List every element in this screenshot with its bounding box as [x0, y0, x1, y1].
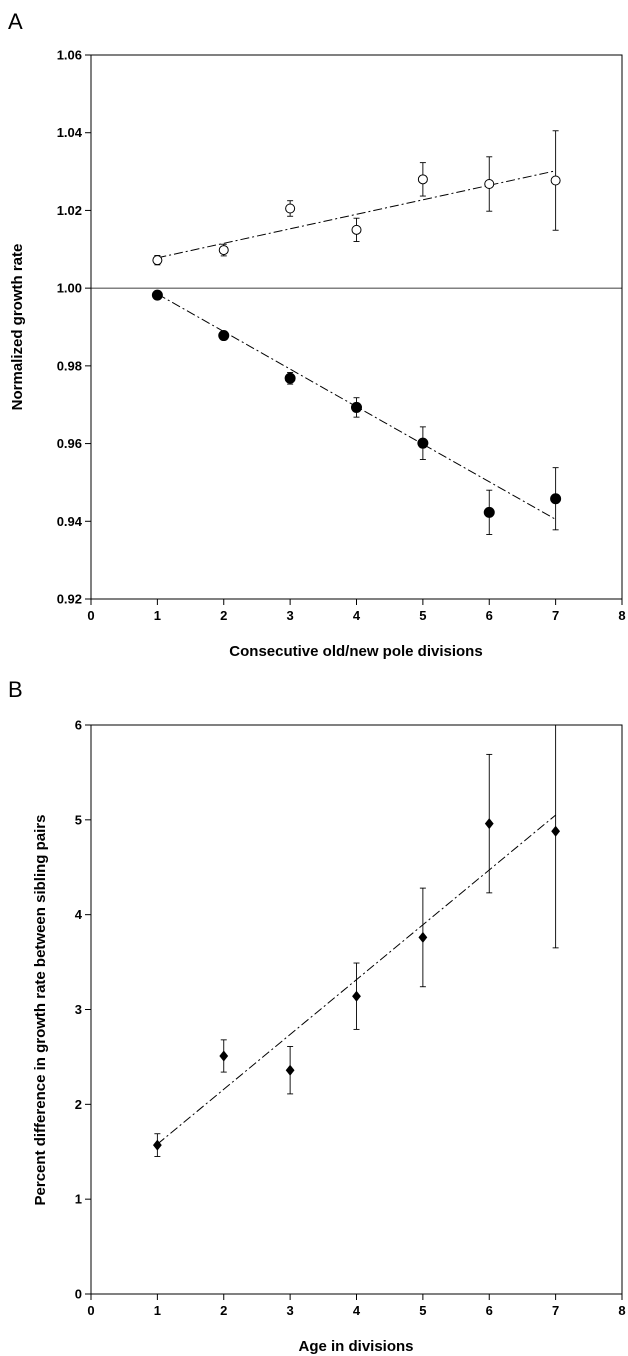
panel-b-y-tick-label: 4 — [75, 907, 83, 922]
panel-a-x-tick-label: 6 — [486, 608, 493, 623]
panel-a-x-tick-label: 0 — [87, 608, 94, 623]
panel-a-x-tick-label: 3 — [287, 608, 294, 623]
panel-a-point — [484, 156, 495, 212]
panel-b-point — [152, 1133, 162, 1157]
panel-b-y-ticks: 0 1 2 3 4 5 6 — [75, 718, 91, 1302]
panel-b-x-axis-label: Age in divisions — [298, 1338, 413, 1355]
panel-b-y-tick-label: 2 — [75, 1097, 82, 1112]
panel-b-point — [352, 962, 361, 1030]
panel-b-marker-filled-diamond — [484, 818, 494, 830]
panel-b-x-tick-label: 1 — [154, 1303, 161, 1318]
panel-b-marker-filled-diamond — [352, 990, 361, 1002]
panel-b-x-ticks: 0 1 2 3 4 5 6 7 8 — [87, 1294, 626, 1318]
panel-a-marker-open-circle — [152, 255, 163, 266]
panel-a-point — [284, 372, 296, 385]
panel-a-point — [351, 397, 362, 418]
panel-b-x-tick-label: 3 — [287, 1303, 294, 1318]
panel-a-marker-filled-circle — [550, 493, 562, 505]
panel-b: B 0 1 2 3 4 5 6 0 1 2 3 4 5 6 7 8 Age in divisions Per… — [8, 677, 626, 1355]
panel-a-trend-line-1 — [157, 170, 556, 259]
panel-a-point — [152, 255, 163, 266]
panel-b-marker-filled-diamond — [285, 1064, 295, 1076]
panel-a-marker-filled-circle — [417, 437, 429, 449]
panel-a: A 0.92 0.94 0.96 0.98 1.00 1.02 1.04 1.06 0 1 2 3 4… — [8, 9, 626, 660]
panel-b-y-tick-label: 1 — [75, 1192, 82, 1207]
panel-a-marker-open-circle — [285, 203, 296, 214]
panel-b-y-tick-label: 6 — [75, 718, 82, 733]
panel-b-x-tick-label: 5 — [419, 1303, 426, 1318]
panel-b-point — [484, 753, 494, 894]
panel-a-point — [218, 243, 229, 257]
panel-a-marker-open-circle — [417, 174, 428, 185]
panel-a-point — [417, 426, 429, 460]
panel-b-point — [418, 887, 428, 988]
panel-b-point — [285, 1046, 295, 1095]
panel-b-marker-filled-diamond — [219, 1050, 229, 1062]
panel-b-point — [551, 725, 561, 949]
panel-b-y-tick-label: 3 — [75, 1002, 82, 1017]
panel-a-point — [151, 289, 163, 301]
panel-a-x-ticks: 0 1 2 3 4 5 6 7 8 — [87, 599, 626, 623]
panel-a-y-tick-label: 1.04 — [57, 125, 83, 140]
panel-b-point — [219, 1039, 229, 1073]
panel-b-y-tick-label: 0 — [75, 1287, 82, 1302]
panel-a-marker-open-circle — [351, 224, 362, 235]
panel-b-marker-filled-diamond — [152, 1139, 162, 1151]
panel-a-marker-open-circle — [550, 175, 561, 186]
panel-a-y-tick-label: 1.00 — [57, 281, 82, 296]
panel-a-x-axis-label: Consecutive old/new pole divisions — [229, 643, 482, 660]
panel-b-x-tick-label: 2 — [220, 1303, 227, 1318]
panel-a-y-tick-label: 0.96 — [57, 436, 82, 451]
panel-a-data-points — [151, 130, 562, 535]
panel-a-marker-filled-circle — [483, 506, 495, 518]
panel-b-y-tick-label: 5 — [75, 812, 82, 827]
panel-a-point — [550, 130, 561, 231]
panel-b-marker-filled-diamond — [551, 825, 561, 837]
panel-a-y-tick-label: 0.92 — [57, 592, 82, 607]
panel-a-x-tick-label: 2 — [220, 608, 227, 623]
panel-a-y-tick-label: 1.02 — [57, 203, 82, 218]
panel-a-x-tick-label: 8 — [618, 608, 625, 623]
panel-a-y-axis-label: Normalized growth rate — [9, 244, 26, 411]
panel-a-marker-filled-circle — [151, 289, 163, 301]
panel-a-point — [351, 217, 362, 242]
panel-a-marker-filled-circle — [351, 401, 362, 413]
panel-a-point — [417, 162, 428, 197]
panel-a-x-tick-label: 7 — [552, 608, 559, 623]
panel-b-x-tick-label: 6 — [486, 1303, 493, 1318]
panel-a-x-tick-label: 5 — [419, 608, 426, 623]
panel-a-marker-filled-circle — [284, 372, 296, 384]
panel-b-x-tick-label: 8 — [618, 1303, 625, 1318]
panel-b-x-tick-label: 0 — [87, 1303, 94, 1318]
panel-a-y-tick-label: 1.06 — [57, 48, 82, 63]
panel-a-point — [550, 467, 562, 531]
panel-b-y-axis-label: Percent difference in growth rate betwee… — [32, 815, 49, 1206]
panel-a-marker-filled-circle — [218, 330, 230, 342]
panel-b-letter: B — [8, 677, 23, 702]
panel-a-x-tick-label: 1 — [154, 608, 161, 623]
panel-a-plot-frame — [90, 54, 623, 600]
panel-a-y-ticks: 0.92 0.94 0.96 0.98 1.00 1.02 1.04 1.06 — [57, 48, 91, 607]
panel-a-point — [285, 200, 296, 217]
panel-b-x-tick-label: 7 — [552, 1303, 559, 1318]
panel-b-marker-filled-diamond — [418, 931, 428, 943]
panel-a-point — [218, 330, 230, 342]
panel-a-x-tick-label: 4 — [353, 608, 361, 623]
panel-a-point — [483, 489, 495, 535]
panel-a-marker-open-circle — [484, 179, 495, 190]
panel-a-y-tick-label: 0.98 — [57, 358, 82, 373]
panel-a-marker-open-circle — [218, 245, 229, 256]
panel-a-y-tick-label: 0.94 — [57, 514, 83, 529]
panel-a-letter: A — [8, 9, 23, 34]
panel-b-data-points — [152, 725, 561, 1157]
panel-b-x-tick-label: 4 — [353, 1303, 361, 1318]
